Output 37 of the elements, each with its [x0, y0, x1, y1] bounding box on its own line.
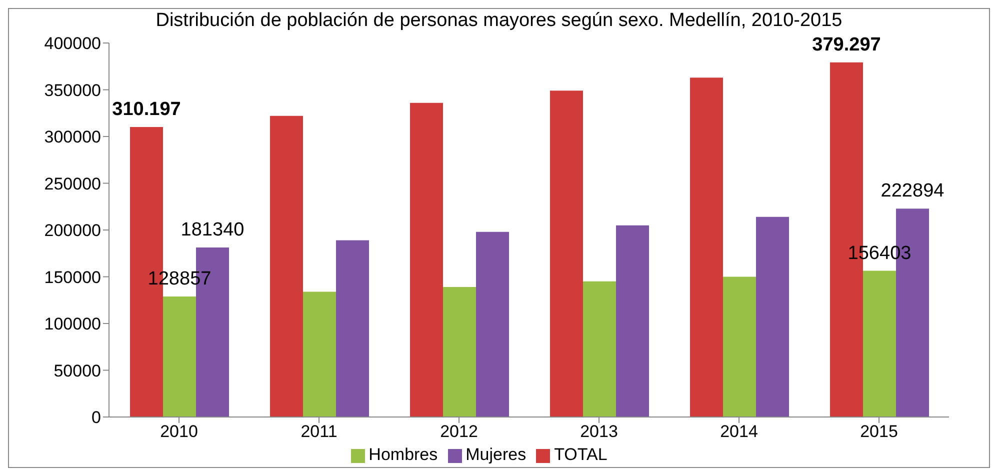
bar	[550, 90, 583, 417]
bar	[583, 281, 616, 417]
y-tick-label: 400000	[44, 34, 101, 54]
x-tick-label: 2011	[300, 422, 338, 442]
data-label: 379.297	[812, 34, 881, 56]
data-label: 310.197	[112, 98, 181, 120]
y-tick-label: 100000	[44, 314, 101, 334]
x-tick-label: 2012	[440, 422, 478, 442]
y-tick-label: 0	[92, 408, 101, 428]
y-tick-label: 350000	[44, 80, 101, 100]
y-tick-label: 150000	[44, 268, 101, 287]
bar	[336, 240, 369, 417]
x-tick-label: 2013	[580, 422, 618, 442]
bar	[303, 292, 336, 417]
bar	[756, 216, 789, 417]
data-label: 222894	[880, 180, 945, 202]
bar	[690, 78, 723, 417]
bar	[723, 276, 756, 417]
bar	[616, 225, 649, 417]
legend-label: Mujeres	[466, 445, 526, 464]
bar	[863, 270, 896, 417]
bar	[443, 287, 476, 417]
data-label: 181340	[180, 219, 244, 240]
bar	[163, 296, 196, 417]
x-tick-label: 2014	[720, 422, 758, 442]
y-tick-label: 200000	[44, 221, 101, 240]
y-tick-label: 50000	[54, 361, 101, 380]
x-tick-label: 2010	[160, 422, 198, 442]
y-tick-label: 300000	[44, 128, 101, 147]
bar	[270, 116, 303, 417]
legend-label: TOTAL	[554, 445, 608, 464]
bar	[410, 102, 443, 417]
legend-label: Hombres	[368, 445, 438, 464]
bar	[476, 232, 509, 417]
y-tick-label: 250000	[44, 174, 101, 194]
x-tick-label: 2015	[860, 422, 898, 442]
chart-title: Distribución de población de personas mayores según sexo. Medellín, 2010-2015	[154, 9, 844, 33]
